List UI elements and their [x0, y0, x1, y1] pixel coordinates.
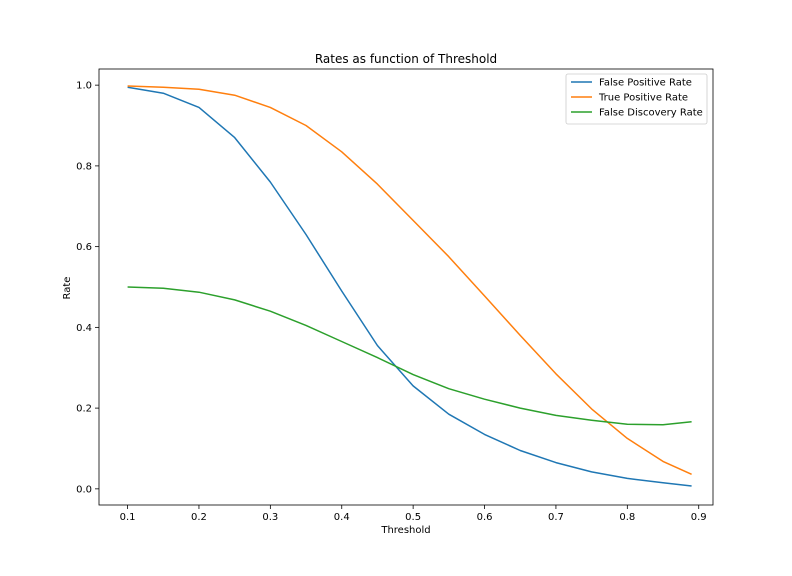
x-tick-label: 0.7	[548, 512, 564, 523]
x-tick-label: 0.8	[619, 512, 635, 523]
x-tick-label: 0.4	[334, 512, 350, 523]
y-tick-label: 0.4	[76, 323, 92, 334]
legend-label: False Positive Rate	[599, 78, 692, 89]
y-tick-label: 0.8	[76, 161, 92, 172]
x-tick-label: 0.3	[262, 512, 278, 523]
chart-title: Rates as function of Threshold	[315, 52, 497, 66]
legend-label: True Positive Rate	[598, 93, 688, 104]
series-line-2	[127, 286, 692, 426]
plot-area: 0.1 0.2 0.3 0.4 0.5 0.6 0.7 0.8 0.9 0.0 0.2 0.4 0.6 0…	[76, 68, 714, 523]
x-tick-label: 0.6	[477, 512, 493, 523]
y-tick-label: 0.0	[76, 484, 92, 495]
series-line-0	[127, 86, 692, 487]
axes-frame	[98, 68, 714, 506]
y-axis-label: Rate	[62, 277, 73, 300]
x-tick-label: 0.1	[120, 512, 136, 523]
x-tick-label: 0.5	[405, 512, 421, 523]
y-tick-label: 1.0	[76, 81, 92, 92]
y-tick-label: 0.6	[76, 242, 92, 253]
series-line-1	[127, 85, 692, 475]
x-tick-label: 0.2	[191, 512, 207, 523]
legend-label: False Discovery Rate	[599, 108, 703, 119]
y-tick-label: 0.2	[76, 404, 92, 415]
x-tick-label: 0.9	[691, 512, 707, 523]
x-axis-label: Threshold	[380, 525, 430, 536]
legend-box	[565, 73, 708, 125]
